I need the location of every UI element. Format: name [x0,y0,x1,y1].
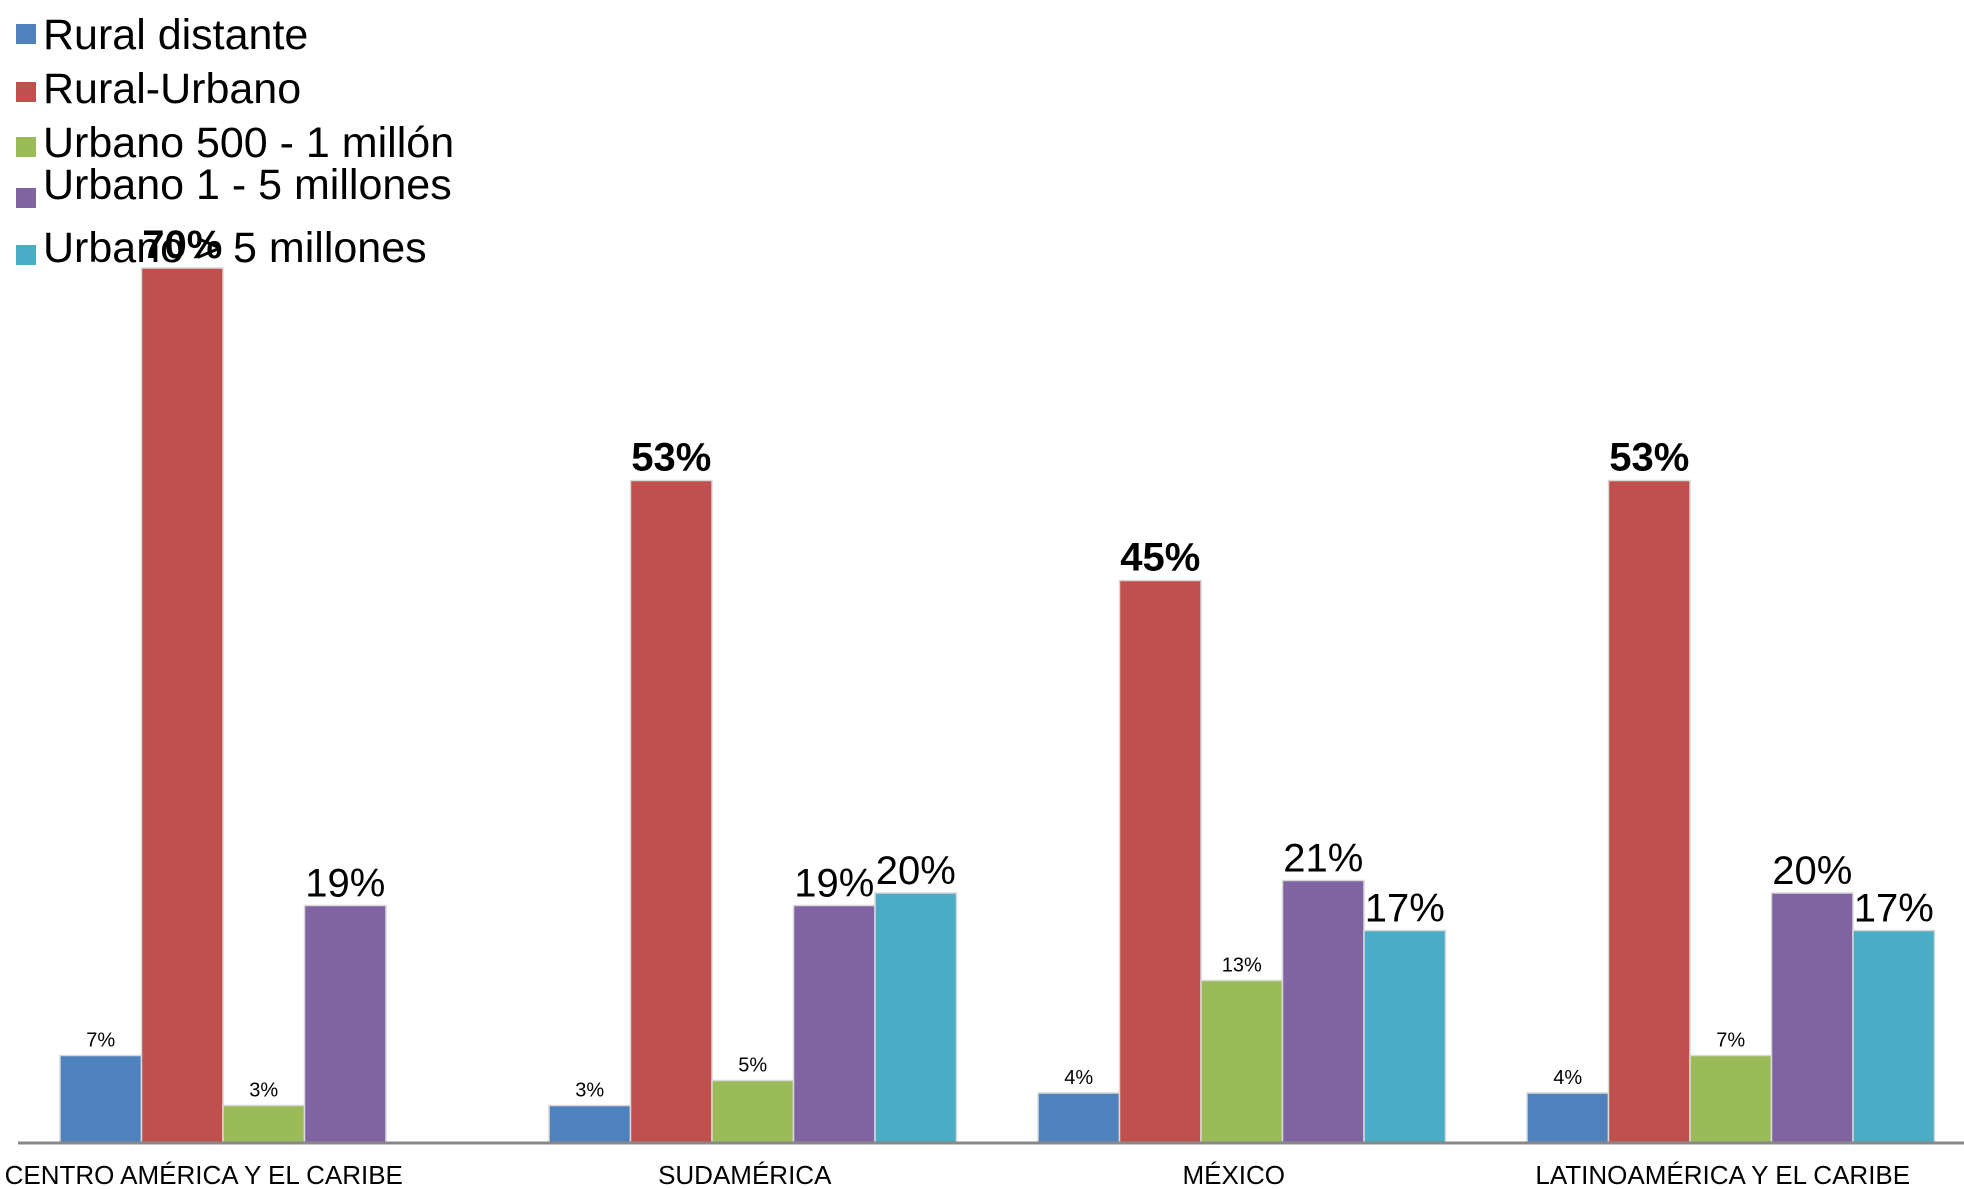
legend-swatch-urbano-1-5-millones [16,188,36,208]
bars [59,267,1936,1144]
data-label-urbano-5-millones-latinoamerica-y-el-caribe: 17% [1854,887,1934,931]
bar-urbano-1-5-millones-latinoamerica-y-el-caribe [1770,892,1854,1144]
legend-label-rural-distante: Rural distante [43,11,308,59]
bar-urbano-500-1-millon-mexico [1200,979,1284,1144]
data-label-urbano-5-millones-mexico: 17% [1365,887,1445,931]
data-label-rural-urbano-mexico: 45% [1120,536,1200,580]
data-label-rural-distante-latinoamerica-y-el-caribe: 4% [1553,1067,1582,1089]
bar-rural-urbano-latinoamerica-y-el-caribe [1607,479,1691,1144]
bar-urbano-5-millones-sudamerica [874,892,958,1144]
data-label-rural-urbano-sudamerica: 53% [631,436,711,480]
bar-urbano-5-millones-latinoamerica-y-el-caribe [1852,929,1936,1144]
legend-swatch-urbano-500-1-millon [16,137,36,157]
bar-rural-distante-mexico [1037,1092,1121,1144]
data-label-urbano-500-1-millon-mexico: 13% [1222,955,1262,977]
bar-rural-urbano-mexico [1118,579,1202,1144]
bar-urbano-1-5-millones-sudamerica [792,904,876,1144]
bar-urbano-500-1-millon-latinoamerica-y-el-caribe [1689,1054,1773,1144]
data-label-urbano-1-5-millones-latinoamerica-y-el-caribe: 20% [1772,849,1852,893]
legend-label-urbano-1-5-millones: Urbano 1 - 5 millones [43,161,452,209]
legend-label-urbano-5-millones: Urbano > 5 millones [43,224,427,272]
x-tick-label-latinoamerica-y-el-caribe: LATINOAMÉRICA Y EL CARIBE [1535,1160,1910,1189]
legend-swatch-rural-distante [16,24,36,44]
data-label-rural-urbano-centro-america-y-el-caribe: 70% [142,223,222,267]
data-label-urbano-500-1-millon-sudamerica: 5% [738,1055,767,1077]
bar-rural-distante-latinoamerica-y-el-caribe [1526,1092,1610,1144]
bar-urbano-1-5-millones-mexico [1281,879,1365,1144]
data-label-rural-urbano-latinoamerica-y-el-caribe: 53% [1609,436,1689,480]
x-tick-label-centro-america-y-el-caribe: CENTRO AMÉRICA Y EL CARIBE [5,1160,403,1189]
x-tick-label-sudamerica: SUDAMÉRICA [658,1160,832,1189]
legend: Rural distante Rural-Urbano Urbano 500 - 1… [16,11,454,272]
data-label-urbano-1-5-millones-mexico: 21% [1283,837,1363,881]
legend-swatch-rural-urbano [16,82,36,102]
data-label-urbano-500-1-millon-latinoamerica-y-el-caribe: 7% [1716,1030,1745,1052]
data-label-rural-distante-sudamerica: 3% [575,1080,604,1102]
x-axis-labels: CENTRO AMÉRICA Y EL CARIBE SUDAMÉRICA MÉXI… [5,1160,1911,1189]
x-tick-label-mexico: MÉXICO [1182,1160,1285,1189]
legend-label-urbano-500-1-millon: Urbano 500 - 1 millón [43,119,454,167]
bar-urbano-500-1-millon-sudamerica [711,1079,795,1144]
bar-rural-urbano-centro-america-y-el-caribe [140,267,224,1144]
bar-urbano-500-1-millon-centro-america-y-el-caribe [222,1104,306,1144]
legend-label-rural-urbano: Rural-Urbano [43,65,301,113]
data-label-rural-distante-mexico: 4% [1064,1067,1093,1089]
bar-rural-urbano-sudamerica [629,479,713,1144]
data-label-urbano-1-5-millones-centro-america-y-el-caribe: 19% [305,862,385,906]
bar-rural-distante-centro-america-y-el-caribe [59,1054,143,1144]
bar-urbano-1-5-millones-centro-america-y-el-caribe [303,904,387,1144]
data-label-urbano-1-5-millones-sudamerica: 19% [794,862,874,906]
data-labels: 7%70%3%19%3%53%5%19% 20%4%45%13%21%17%4%5… [86,223,1933,1102]
bar-urbano-5-millones-mexico [1363,929,1447,1144]
data-label-urbano-500-1-millon-centro-america-y-el-caribe: 3% [249,1080,278,1102]
data-label-rural-distante-centro-america-y-el-caribe: 7% [86,1030,115,1052]
legend-swatch-urbano-5-millones [16,245,36,265]
bar-rural-distante-sudamerica [548,1104,632,1144]
data-label-urbano-5-millones-sudamerica: 20% [876,849,956,893]
